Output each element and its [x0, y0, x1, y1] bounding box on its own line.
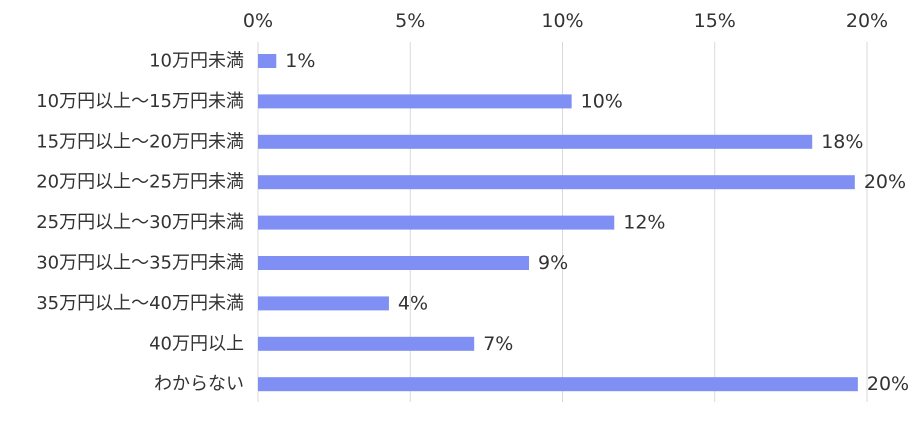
- value-label: 9%: [538, 252, 568, 274]
- bar: [258, 134, 813, 149]
- bar: [258, 215, 615, 230]
- category-label: 10万円以上～15万円未満: [36, 91, 244, 112]
- bars: [258, 54, 858, 392]
- bar: [258, 94, 572, 109]
- bar: [258, 175, 855, 190]
- value-label: 4%: [398, 292, 428, 314]
- x-tick-label: 10%: [541, 10, 583, 32]
- x-tick-label: 15%: [694, 10, 736, 32]
- bar: [258, 336, 475, 351]
- category-label: 10万円未満: [149, 51, 244, 72]
- category-labels: 10万円未満 10万円以上～15万円未満 15万円以上～20万円未満 20万円以上～2…: [36, 51, 244, 395]
- category-label: わからない: [154, 374, 244, 395]
- category-label: 20万円以上～25万円未満: [36, 172, 244, 193]
- category-label: 30万円以上～35万円未満: [36, 253, 244, 274]
- value-label: 20%: [867, 373, 909, 395]
- x-axis-ticks: 0% 5% 10% 15% 20%: [243, 10, 888, 32]
- x-tick-label: 20%: [846, 10, 888, 32]
- x-tick-label: 5%: [395, 10, 425, 32]
- value-label: 20%: [864, 171, 906, 193]
- category-label: 15万円以上～20万円未満: [36, 131, 244, 152]
- value-label: 10%: [581, 90, 623, 112]
- bar: [258, 296, 389, 311]
- bar: [258, 54, 277, 68]
- value-label: 7%: [483, 333, 513, 355]
- category-label: 35万円以上～40万円未満: [36, 293, 244, 314]
- category-label: 25万円以上～30万円未満: [36, 212, 244, 233]
- category-label: 40万円以上: [149, 333, 244, 354]
- value-label: 1%: [285, 50, 315, 72]
- value-label: 18%: [821, 131, 863, 153]
- x-tick-label: 0%: [243, 10, 273, 32]
- value-labels: 1%10%18%20%12%9%4%7%20%: [285, 50, 909, 395]
- bar: [258, 377, 858, 392]
- value-label: 12%: [623, 212, 665, 234]
- bar: [258, 256, 530, 270]
